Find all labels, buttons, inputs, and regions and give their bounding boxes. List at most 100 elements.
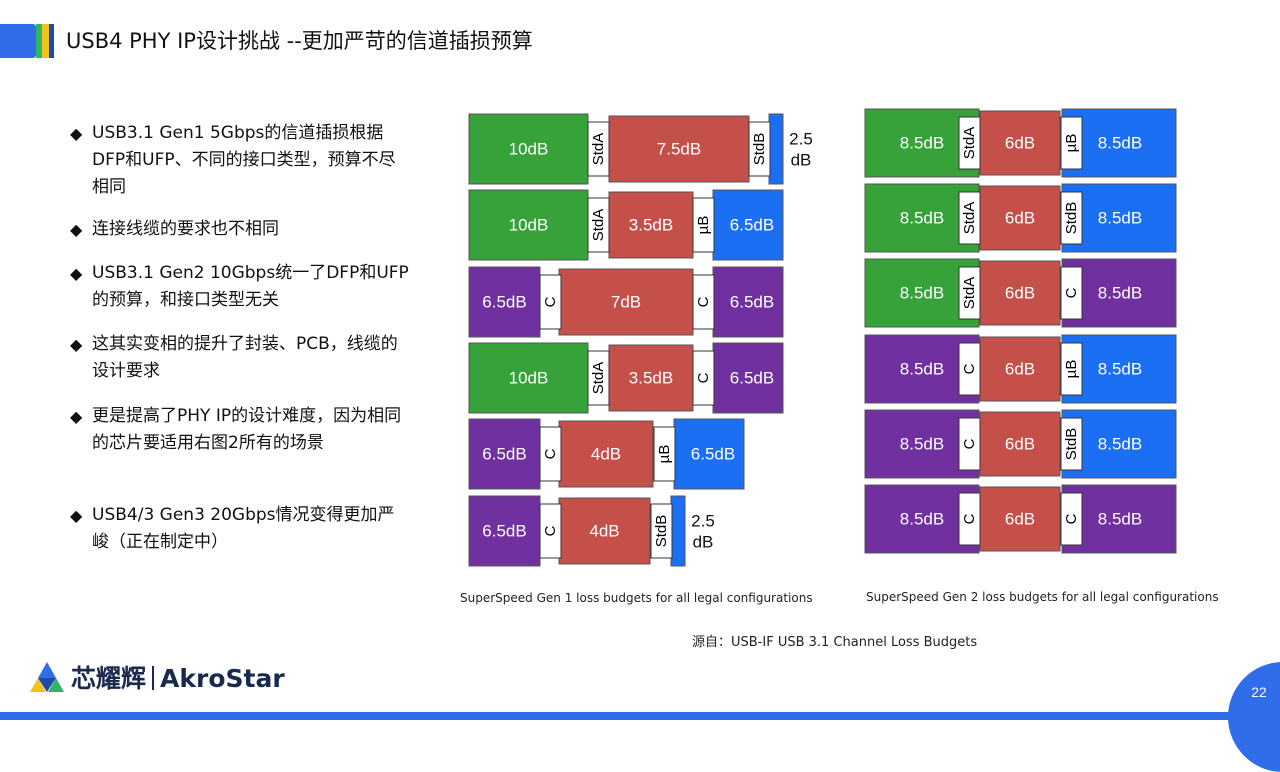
gen1-device-loss-label: 6.5dB — [730, 293, 774, 312]
bullet-text: 这其实变相的提升了封装、PCB，线缆的设计要求 — [92, 334, 398, 381]
gen1-host-loss-label: 6.5dB — [482, 445, 526, 464]
gen2-device-connector-label: C — [1063, 513, 1080, 524]
gen1-cable-loss-label: 7dB — [611, 293, 641, 312]
bullet-item: ◆ 这其实变相的提升了封装、PCB，线缆的设计要求 — [70, 331, 410, 385]
gen2-host-connector-label: C — [961, 438, 978, 449]
gen2-device-connector-label: µB — [1063, 134, 1080, 153]
gen1-cable-segment — [558, 420, 654, 488]
gen1-caption: SuperSpeed Gen 1 loss budgets for all le… — [460, 591, 813, 605]
gen1-cable-loss-label: 7.5dB — [657, 140, 701, 159]
gen1-host-connector-label: C — [542, 448, 559, 459]
gen1-device-segment — [670, 495, 686, 567]
gen2-host-connector — [958, 492, 981, 546]
gen2-device-connector-label: StdB — [1063, 202, 1080, 235]
gen1-host-segment — [468, 342, 589, 414]
gen2-host-loss-label: 8.5dB — [900, 284, 944, 303]
gen1-device-connector — [748, 121, 771, 177]
gen1-device-connector-label: µB — [695, 216, 712, 235]
gen2-cable-segment — [979, 260, 1061, 326]
bullet-text: USB3.1 Gen1 5Gbps的信道插损根据DFP和UFP、不同的接口类型，… — [92, 123, 396, 197]
header-accent-yellow — [42, 24, 49, 58]
gen1-device-segment — [712, 189, 784, 261]
gen2-host-connector-label: StdA — [961, 202, 978, 235]
bullet-text: 更是提高了PHY IP的设计难度，因为相同的芯片要适用右图2所有的场景 — [92, 406, 402, 453]
footer-bar — [0, 712, 1280, 720]
gen1-host-loss-label: 10dB — [509, 369, 549, 388]
gen1-host-connector-label: C — [542, 525, 559, 536]
gen1-cable-segment — [608, 344, 694, 412]
gen1-device-loss-label: 6.5dB — [730, 369, 774, 388]
gen2-device-connector — [1060, 342, 1083, 396]
diamond-bullet-icon: ◆ — [70, 124, 83, 143]
bullet-item: ◆ USB4/3 Gen3 20Gbps情况变得更加严峻（正在制定中） — [70, 502, 410, 556]
gen1-cable-loss-label: 4dB — [589, 522, 619, 541]
gen1-host-connector-label: C — [542, 296, 559, 307]
header-accent-bar — [0, 24, 36, 58]
gen2-host-connector — [958, 116, 981, 170]
bullet-item: ◆ 连接线缆的要求也不相同 — [70, 216, 410, 243]
gen1-host-connector — [587, 121, 610, 177]
bullet-text: USB4/3 Gen3 20Gbps情况变得更加严峻（正在制定中） — [92, 505, 395, 552]
gen1-host-segment — [468, 266, 541, 338]
gen2-host-connector — [958, 417, 981, 471]
gen1-device-note-unit: dB — [693, 533, 714, 552]
gen1-device-segment — [712, 266, 784, 338]
gen2-device-connector — [1060, 116, 1083, 170]
gen1-host-loss-label: 10dB — [509, 216, 549, 235]
gen2-cable-loss-label: 6dB — [1005, 510, 1035, 529]
gen2-host-connector — [958, 191, 981, 245]
gen1-cable-loss-label: 3.5dB — [629, 216, 673, 235]
gen1-host-connector-label: StdA — [590, 209, 607, 242]
gen1-host-connector-label: StdA — [590, 362, 607, 395]
brand-name: 芯耀辉 AkroStar — [71, 662, 285, 696]
gen2-cable-loss-label: 6dB — [1005, 284, 1035, 303]
gen1-device-connector-label: StdB — [751, 133, 768, 166]
gen1-host-segment — [468, 495, 541, 567]
gen2-host-connector-label: StdA — [961, 277, 978, 310]
brand-en: AkroStar — [160, 664, 285, 693]
gen2-cable-loss-label: 6dB — [1005, 360, 1035, 379]
gen2-host-connector — [958, 266, 981, 320]
gen2-device-connector — [1060, 417, 1083, 471]
gen2-device-loss-label: 8.5dB — [1098, 435, 1142, 454]
gen1-device-loss-label: 6.5dB — [730, 216, 774, 235]
gen1-cable-loss-label: 3.5dB — [629, 369, 673, 388]
diamond-bullet-icon: ◆ — [70, 220, 83, 239]
gen1-host-segment — [468, 418, 541, 490]
gen1-host-connector-label: StdA — [590, 133, 607, 166]
gen2-cable-segment — [979, 110, 1061, 176]
gen2-device-connector — [1060, 492, 1083, 546]
gen2-cable-segment — [979, 336, 1061, 402]
gen1-host-connector — [539, 426, 562, 482]
header-accent-navy — [49, 24, 54, 58]
gen1-device-note: 2.5 — [789, 130, 813, 149]
akrostar-logo-icon — [30, 662, 64, 692]
gen2-device-connector-label: C — [1063, 287, 1080, 298]
gen2-device-connector-label: µB — [1063, 360, 1080, 379]
gen2-device-loss-label: 8.5dB — [1098, 209, 1142, 228]
gen1-device-connector-label: C — [695, 296, 712, 307]
gen1-device-connector-label: C — [695, 372, 712, 383]
gen2-device-connector — [1060, 191, 1083, 245]
gen1-device-segment — [712, 342, 784, 414]
gen1-device-segment — [673, 418, 745, 490]
gen2-device-loss-label: 8.5dB — [1098, 510, 1142, 529]
gen1-device-connector-label: µB — [656, 445, 673, 464]
diamond-bullet-icon: ◆ — [70, 407, 83, 426]
gen2-cable-segment — [979, 486, 1061, 552]
gen2-device-loss-label: 8.5dB — [1098, 284, 1142, 303]
gen2-host-loss-label: 8.5dB — [900, 435, 944, 454]
gen1-cable-segment — [558, 497, 651, 565]
gen2-host-connector-label: C — [961, 363, 978, 374]
gen1-cable-segment — [608, 191, 694, 259]
gen2-host-loss-label: 8.5dB — [900, 360, 944, 379]
gen2-host-loss-label: 8.5dB — [900, 134, 944, 153]
source-note: 源自：USB-IF USB 3.1 Channel Loss Budgets — [692, 635, 978, 650]
gen2-host-connector-label: C — [961, 513, 978, 524]
gen2-caption: SuperSpeed Gen 2 loss budgets for all le… — [866, 590, 1219, 604]
gen2-cable-loss-label: 6dB — [1005, 134, 1035, 153]
gen2-device-loss-label: 8.5dB — [1098, 360, 1142, 379]
gen1-device-connector — [692, 274, 715, 330]
gen1-device-connector-label: StdB — [653, 515, 670, 548]
gen1-device-segment — [768, 113, 784, 185]
